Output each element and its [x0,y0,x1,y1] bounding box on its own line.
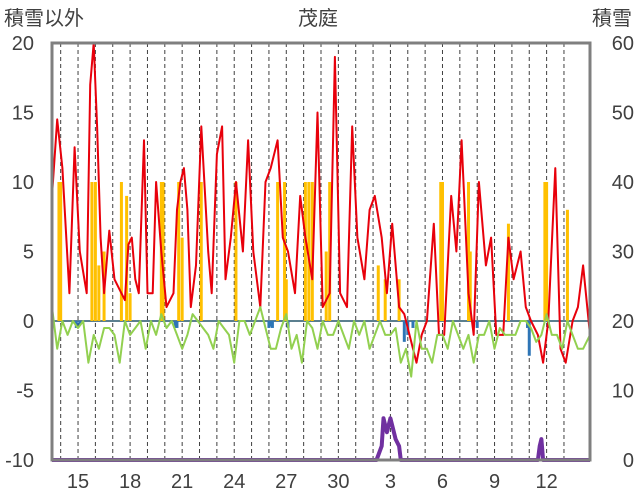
bar-mark-series-1 [199,182,203,321]
bar-mark-series-1 [565,209,569,321]
right-axis-label: 積雪 [592,6,632,30]
x-tick-label: 12 [535,471,557,493]
left-tick-label: -5 [16,381,34,403]
grid-layer [52,43,590,460]
right-tick-label: 0 [623,450,634,472]
right-tick-label: 10 [612,381,634,403]
right-tick-label: 60 [612,33,634,55]
left-tick-label: -10 [5,450,34,472]
left-tick-label: 10 [12,172,34,194]
left-axis-label: 積雪以外 [4,6,84,30]
line-series-0 [51,42,591,364]
right-tick-label: 30 [612,242,634,264]
chart-title: 茂庭 [298,6,338,30]
bar-mark-series-1 [119,182,123,321]
bar-mark-series-1 [57,182,61,321]
bar-mark-series-1 [283,182,287,321]
bar-mark-series-2 [175,321,179,328]
bar-mark-series-1 [59,182,63,321]
x-tick-label: 3 [385,471,396,493]
right-tick-label: 20 [612,311,634,333]
bar-mark-series-2 [269,321,273,327]
bar-mark-series-1 [93,182,97,321]
bar-mark-series-1 [90,182,94,321]
bar-mark-series-1 [468,251,472,321]
line-layer [51,42,591,462]
bar-mark-series-2 [402,321,406,342]
bar-mark-series-1 [543,182,547,321]
bar-mark-series-1 [180,237,184,321]
plot-frame [50,41,592,462]
tick-layer: -10 -5 0 5 10 15 20 0 10 20 30 40 50 60 15 18 21 24 27 30 3 6… [5,33,634,493]
bar-mark-series-1 [324,251,328,321]
left-tick-label: 5 [23,242,34,264]
line-series-3 [51,306,591,378]
bar-mark-series-1 [440,182,444,321]
left-tick-label: 20 [12,33,34,55]
bar-mark-series-1 [376,265,380,321]
x-tick-label: 30 [327,471,349,493]
bar-mark-series-1 [177,182,181,321]
bar-mark-series-2 [267,321,271,328]
x-tick-label: 27 [275,471,297,493]
right-tick-label: 50 [612,103,634,125]
bar-mark-series-2 [270,321,274,328]
bar-mark-series-1 [303,182,307,321]
line-series-4 [52,416,590,462]
bar-mark-series-1 [234,182,238,321]
x-tick-label: 24 [223,471,245,493]
bar-mark-series-1 [128,293,132,321]
right-tick-label: 40 [612,172,634,194]
bar-mark-series-1 [439,182,443,321]
x-tick-label: 6 [437,471,448,493]
x-tick-label: 9 [489,471,500,493]
x-tick-label: 18 [119,471,141,493]
bar-mark-series-2 [78,321,82,326]
bar-mark-series-1 [161,182,165,321]
bar-mark-series-2 [411,321,415,328]
bar-mark-series-1 [307,182,311,321]
bar-mark-series-1 [506,223,510,321]
left-tick-label: 15 [12,103,34,125]
bar-mark-series-1 [467,182,471,321]
bar-mark-series-1 [383,279,387,321]
x-tick-label: 15 [67,471,89,493]
bar-mark-series-2 [475,321,479,328]
bar-mark-series-1 [284,279,288,321]
bar-mark-series-1 [97,265,101,321]
bar-mark-series-1 [545,182,549,321]
bar-mark-series-2 [527,321,531,356]
left-tick-label: 0 [23,311,34,333]
x-tick-label: 21 [171,471,193,493]
bar-mark-series-2 [173,321,177,328]
bar-mark-series-1 [276,182,280,321]
